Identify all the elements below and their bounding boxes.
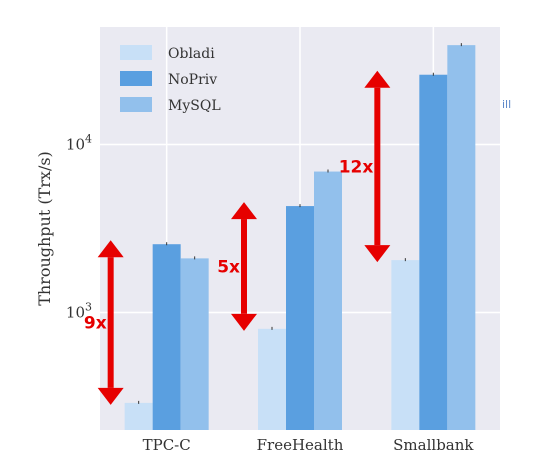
bar-nopriv-smallbank — [419, 74, 448, 431]
arrow-shaft — [107, 257, 114, 388]
annotation-label: 5x — [217, 257, 240, 277]
bar-obladi-freehealth — [258, 328, 286, 430]
arrow-shaft — [374, 87, 381, 246]
y-tick-label: 103 — [66, 301, 92, 322]
bar-obladi-smallbank — [391, 260, 420, 430]
bars-group — [124, 43, 476, 431]
y-axis-title: Throughput (Trx/s) — [35, 151, 54, 306]
legend-label-mysql: MySQL — [168, 98, 221, 114]
bar-mysql-smallbank — [447, 45, 476, 431]
arrow-head-down — [97, 387, 124, 405]
arrow-head-up — [97, 240, 124, 258]
x-tick-label: Smallbank — [393, 436, 474, 454]
x-tick-label: FreeHealth — [257, 436, 344, 454]
arrow-head-down — [364, 245, 391, 263]
legend-label-obladi: Obladi — [168, 46, 215, 62]
legend-swatch-obladi — [120, 45, 152, 60]
arrow-head-down — [231, 313, 257, 331]
bar-mysql-freehealth — [314, 171, 342, 430]
legend-swatch-mysql — [120, 97, 152, 112]
arrow-shaft — [241, 219, 247, 314]
y-tick-label: 104 — [66, 132, 92, 153]
annotation-label: 12x — [339, 157, 374, 177]
arrow-head-up — [364, 70, 391, 88]
legend-swatch-nopriv — [120, 71, 152, 86]
stray-text: ill — [502, 98, 511, 111]
annotation-label: 9x — [84, 314, 107, 334]
arrow-head-up — [231, 202, 257, 220]
legend: Obladi NoPriv MySQL — [120, 45, 221, 114]
annotations: 9x 5x 12x — [84, 70, 391, 405]
y-ticks: 103 104 — [66, 132, 92, 321]
x-ticks: TPC-C FreeHealth Smallbank — [143, 436, 475, 454]
bar-mysql-tpc-c — [180, 258, 209, 430]
x-tick-label: TPC-C — [143, 436, 191, 454]
bar-obladi-tpc-c — [124, 402, 153, 430]
bar-nopriv-freehealth — [286, 206, 314, 430]
bar-nopriv-tpc-c — [152, 244, 181, 430]
legend-label-nopriv: NoPriv — [168, 72, 217, 88]
